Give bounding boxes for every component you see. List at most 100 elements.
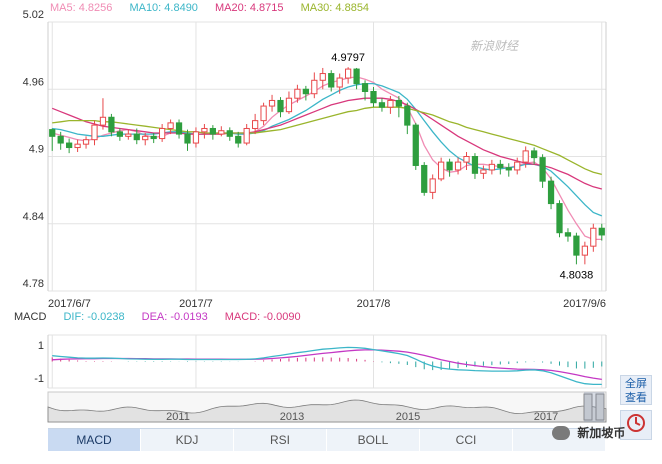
- time-tick-label: 2017/6/7: [48, 298, 91, 310]
- ma-line-ma5: [52, 76, 602, 241]
- tab-cci[interactable]: CCI: [420, 429, 513, 451]
- tab-macd[interactable]: MACD: [48, 429, 141, 451]
- candle-body: [328, 73, 335, 88]
- navigator-right-handle[interactable]: [595, 393, 605, 421]
- candle-body: [446, 161, 453, 171]
- tab-boll[interactable]: BOLL: [327, 429, 420, 451]
- candle-body: [345, 68, 352, 79]
- candle-body: [387, 99, 394, 108]
- legend-macd-title: MACD: [14, 311, 47, 323]
- candle-body: [370, 90, 377, 104]
- macd-tick-label: 1: [38, 340, 44, 352]
- navigator-overview: [47, 399, 607, 423]
- candle-body: [99, 116, 107, 126]
- fullscreen-button[interactable]: 全屏查看: [620, 375, 652, 405]
- legend-ma20: MA20: 4.8715: [215, 2, 284, 14]
- candle-body: [353, 68, 360, 85]
- candle-body: [539, 157, 546, 182]
- navigator-selection: [584, 392, 604, 422]
- tab-kdj[interactable]: KDJ: [141, 429, 234, 451]
- candle-body: [209, 127, 216, 135]
- legend-dea: DEA: -0.0193: [141, 311, 208, 323]
- tab-more[interactable]: [513, 429, 606, 451]
- candle-body: [82, 139, 90, 145]
- sina-brand-watermark: 新浪财经: [470, 39, 519, 53]
- navigator-year-label: 2013: [280, 411, 304, 423]
- legend-ma30: MA30: 4.8854: [300, 2, 370, 14]
- candle-body: [260, 105, 267, 122]
- ma-line-ma30: [52, 106, 602, 176]
- wechat-watermark: 新加坡币: [552, 424, 625, 441]
- time-tick-label: 2017/8: [357, 298, 391, 310]
- candle-body: [547, 180, 555, 205]
- candle-body: [252, 120, 259, 129]
- candle-body: [167, 122, 174, 129]
- candle-body: [57, 135, 64, 144]
- candle-body: [49, 129, 56, 137]
- candle-body: [175, 122, 183, 135]
- time-tick-label: 2017/7: [179, 298, 213, 310]
- candle-body: [412, 124, 419, 166]
- candle-body: [497, 163, 504, 169]
- candle-body: [564, 232, 572, 237]
- navigator-left-handle[interactable]: [583, 393, 593, 421]
- candle-body: [531, 150, 538, 159]
- candle-body: [480, 169, 487, 174]
- legend-ma5: MA5: 4.8256: [50, 2, 113, 14]
- candle-body: [66, 142, 73, 149]
- candle-body: [74, 143, 81, 149]
- tab-rsi[interactable]: RSI: [234, 429, 327, 451]
- price-tick-label: 5.02: [23, 9, 44, 21]
- candle-body: [294, 88, 301, 99]
- restore-icon: [627, 414, 645, 432]
- candle-body: [268, 99, 276, 107]
- candle-body: [243, 127, 250, 144]
- candle-body: [311, 79, 318, 95]
- candle-body: [438, 161, 445, 180]
- candle-body: [91, 124, 98, 141]
- candle-body: [133, 133, 140, 141]
- candle-body: [590, 227, 597, 247]
- candle-body: [598, 227, 605, 236]
- macd-tick-label: -1: [34, 373, 44, 385]
- candle-body: [184, 133, 191, 144]
- candle-body: [522, 150, 529, 163]
- wechat-icon: [552, 425, 570, 440]
- dif-line: [52, 346, 602, 386]
- candle-body: [285, 97, 293, 113]
- candle-body: [319, 73, 326, 81]
- candle-body: [421, 164, 428, 193]
- candle-body: [150, 135, 157, 140]
- candle-body: [302, 88, 309, 95]
- legend-macd-value: MACD: -0.0090: [224, 311, 301, 323]
- candle-body: [581, 245, 588, 256]
- candle-body: [514, 161, 521, 171]
- candle-body: [226, 130, 233, 137]
- candle-body: [201, 127, 208, 133]
- candle-body: [378, 102, 386, 108]
- restore-button[interactable]: [620, 410, 652, 440]
- navigator-year-label: 2011: [166, 411, 190, 423]
- navigator-year-label: 2015: [396, 411, 420, 423]
- candle-body: [108, 116, 115, 133]
- indicator-tabs: MACD KDJ RSI BOLL CCI: [48, 428, 606, 451]
- candle-body: [361, 83, 369, 92]
- ma-line-ma20: [51, 97, 602, 190]
- candle-body: [505, 167, 512, 171]
- wechat-account-name: 新加坡币: [577, 426, 626, 440]
- candle-body: [573, 235, 580, 256]
- candle-body: [277, 99, 284, 113]
- legend-ma10: MA10: 4.8490: [129, 2, 198, 14]
- time-tick-label: 2017/9/6: [563, 298, 606, 310]
- price-tick-label: 4.96: [23, 76, 44, 88]
- price-tick-label: 4.84: [23, 211, 44, 223]
- legend-dif: DIF: -0.0238: [63, 311, 125, 323]
- candle-body: [404, 105, 411, 126]
- candle-body: [488, 163, 495, 171]
- dea-line: [52, 349, 602, 381]
- candle-body: [395, 99, 402, 107]
- candle-body: [192, 131, 200, 144]
- candle-body: [125, 133, 132, 137]
- price-annotation: 4.8038: [560, 269, 594, 281]
- candle-body: [218, 130, 225, 135]
